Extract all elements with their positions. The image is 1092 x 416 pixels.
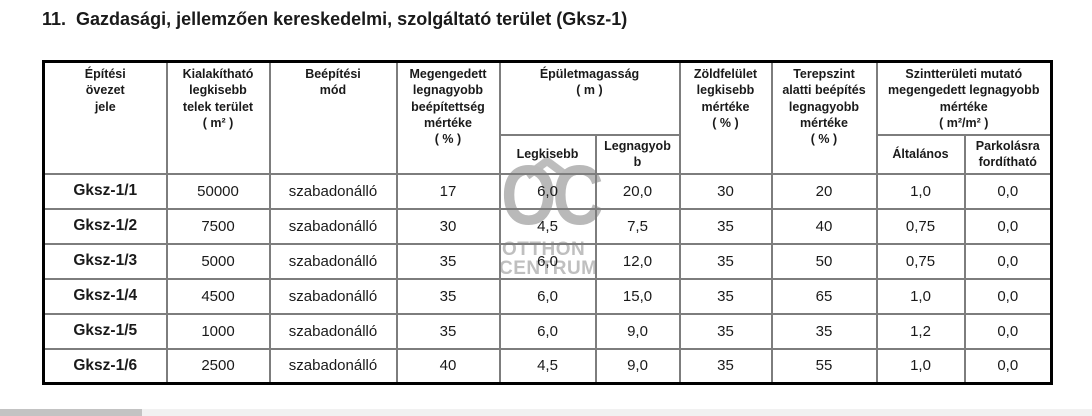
value-cell: 1,0 [875,347,966,385]
value-cell: szabadonálló [268,347,398,385]
header-row-sub: Legkisebb Legnagyobb Általános Parkolásr… [44,134,1053,175]
row-label-cell: Gksz-1/3 [42,242,168,280]
value-cell: 17 [395,172,501,210]
value-cell: 35 [770,312,878,350]
header-row-main: Építési övezet jele Kialakítható legkise… [42,60,1053,175]
value-cell: 4,5 [498,347,597,385]
value-cell: 0,0 [963,312,1053,350]
row-label-cell: Gksz-1/1 [42,172,168,210]
col-header-building-mode: Beépítési mód [268,60,398,175]
value-cell: 55 [770,347,878,385]
horizontal-scrollbar-track[interactable] [0,409,1092,416]
col-header-min-green-area: Zöldfelület legkisebb mértéke ( % ) [678,60,773,175]
value-cell: 35 [678,312,773,350]
value-cell: 6,0 [498,242,597,280]
table-row: Gksz-1/3 5000 szabadonálló 35 6,0 12,0 3… [42,242,1053,280]
value-cell: 40 [770,207,878,245]
value-cell: 35 [678,277,773,315]
table-row: Gksz-1/1 50000 szabadonálló 17 6,0 20,0 … [42,172,1053,210]
value-cell: 12,0 [594,242,681,280]
table-row: Gksz-1/2 7500 szabadonálló 30 4,5 7,5 35… [42,207,1053,245]
value-cell: 0,0 [963,277,1053,315]
value-cell: 35 [678,207,773,245]
section-title: 11. Gazdasági, jellemzően kereskedelmi, … [42,9,628,29]
col-header-below-grade: Terepszint alatti beépítés legnagyobb mé… [770,60,878,175]
value-cell: 30 [678,172,773,210]
value-cell: 9,0 [594,312,681,350]
value-cell: szabadonálló [268,312,398,350]
table-body: Gksz-1/1 50000 szabadonálló 17 6,0 20,0 … [42,172,1053,385]
col-header-floor-area-ratio: Szintterületi mutató megengedett legnagy… [875,60,1053,136]
table-row: Gksz-1/6 2500 szabadonálló 40 4,5 9,0 35… [42,347,1053,385]
value-cell: 9,0 [594,347,681,385]
value-cell: 1000 [165,312,271,350]
horizontal-scrollbar-thumb[interactable] [0,409,142,416]
row-label-cell: Gksz-1/2 [42,207,168,245]
value-cell: 6,0 [498,277,597,315]
value-cell: 15,0 [594,277,681,315]
value-cell: 20,0 [594,172,681,210]
col-header-far-general: Általános [875,134,966,175]
value-cell: 30 [395,207,501,245]
value-cell: 6,0 [498,172,597,210]
value-cell: 1,0 [875,277,966,315]
col-header-min-plot-area: Kialakítható legkisebb telek terület ( m… [165,60,271,175]
row-label-cell: Gksz-1/5 [42,312,168,350]
col-header-far-parking: Parkolásra fordítható [963,134,1053,175]
table-row: Gksz-1/5 1000 szabadonálló 35 6,0 9,0 35… [42,312,1053,350]
value-cell: 0,75 [875,207,966,245]
value-cell: szabadonálló [268,242,398,280]
value-cell: 0,0 [963,207,1053,245]
value-cell: 65 [770,277,878,315]
value-cell: 50 [770,242,878,280]
col-header-zone-code: Építési övezet jele [42,60,168,175]
value-cell: 35 [395,277,501,315]
value-cell: 35 [678,242,773,280]
value-cell: 0,0 [963,347,1053,385]
value-cell: 6,0 [498,312,597,350]
value-cell: szabadonálló [268,207,398,245]
table-header: Építési övezet jele Kialakítható legkise… [42,60,1053,175]
value-cell: 1,0 [875,172,966,210]
row-label-cell: Gksz-1/4 [42,277,168,315]
value-cell: 4,5 [498,207,597,245]
value-cell: 35 [395,312,501,350]
row-label-cell: Gksz-1/6 [42,347,168,385]
value-cell: 0,0 [963,242,1053,280]
value-cell: 0,0 [963,172,1053,210]
value-cell: 0,75 [875,242,966,280]
value-cell: 7,5 [594,207,681,245]
col-header-building-height: Épületmagasság ( m ) [498,60,681,136]
value-cell: 2500 [165,347,271,385]
value-cell: szabadonálló [268,277,398,315]
value-cell: 35 [678,347,773,385]
value-cell: szabadonálló [268,172,398,210]
value-cell: 5000 [165,242,271,280]
col-header-height-min: Legkisebb [498,134,597,175]
value-cell: 7500 [165,207,271,245]
value-cell: 50000 [165,172,271,210]
value-cell: 4500 [165,277,271,315]
value-cell: 35 [395,242,501,280]
col-header-height-max: Legnagyobb [594,134,681,175]
table-row: Gksz-1/4 4500 szabadonálló 35 6,0 15,0 3… [42,277,1053,315]
col-header-max-coverage: Megengedett legnagyobb beépítettség mért… [395,60,501,175]
value-cell: 20 [770,172,878,210]
value-cell: 1,2 [875,312,966,350]
value-cell: 40 [395,347,501,385]
zoning-table: Építési övezet jele Kialakítható legkise… [42,60,1053,385]
